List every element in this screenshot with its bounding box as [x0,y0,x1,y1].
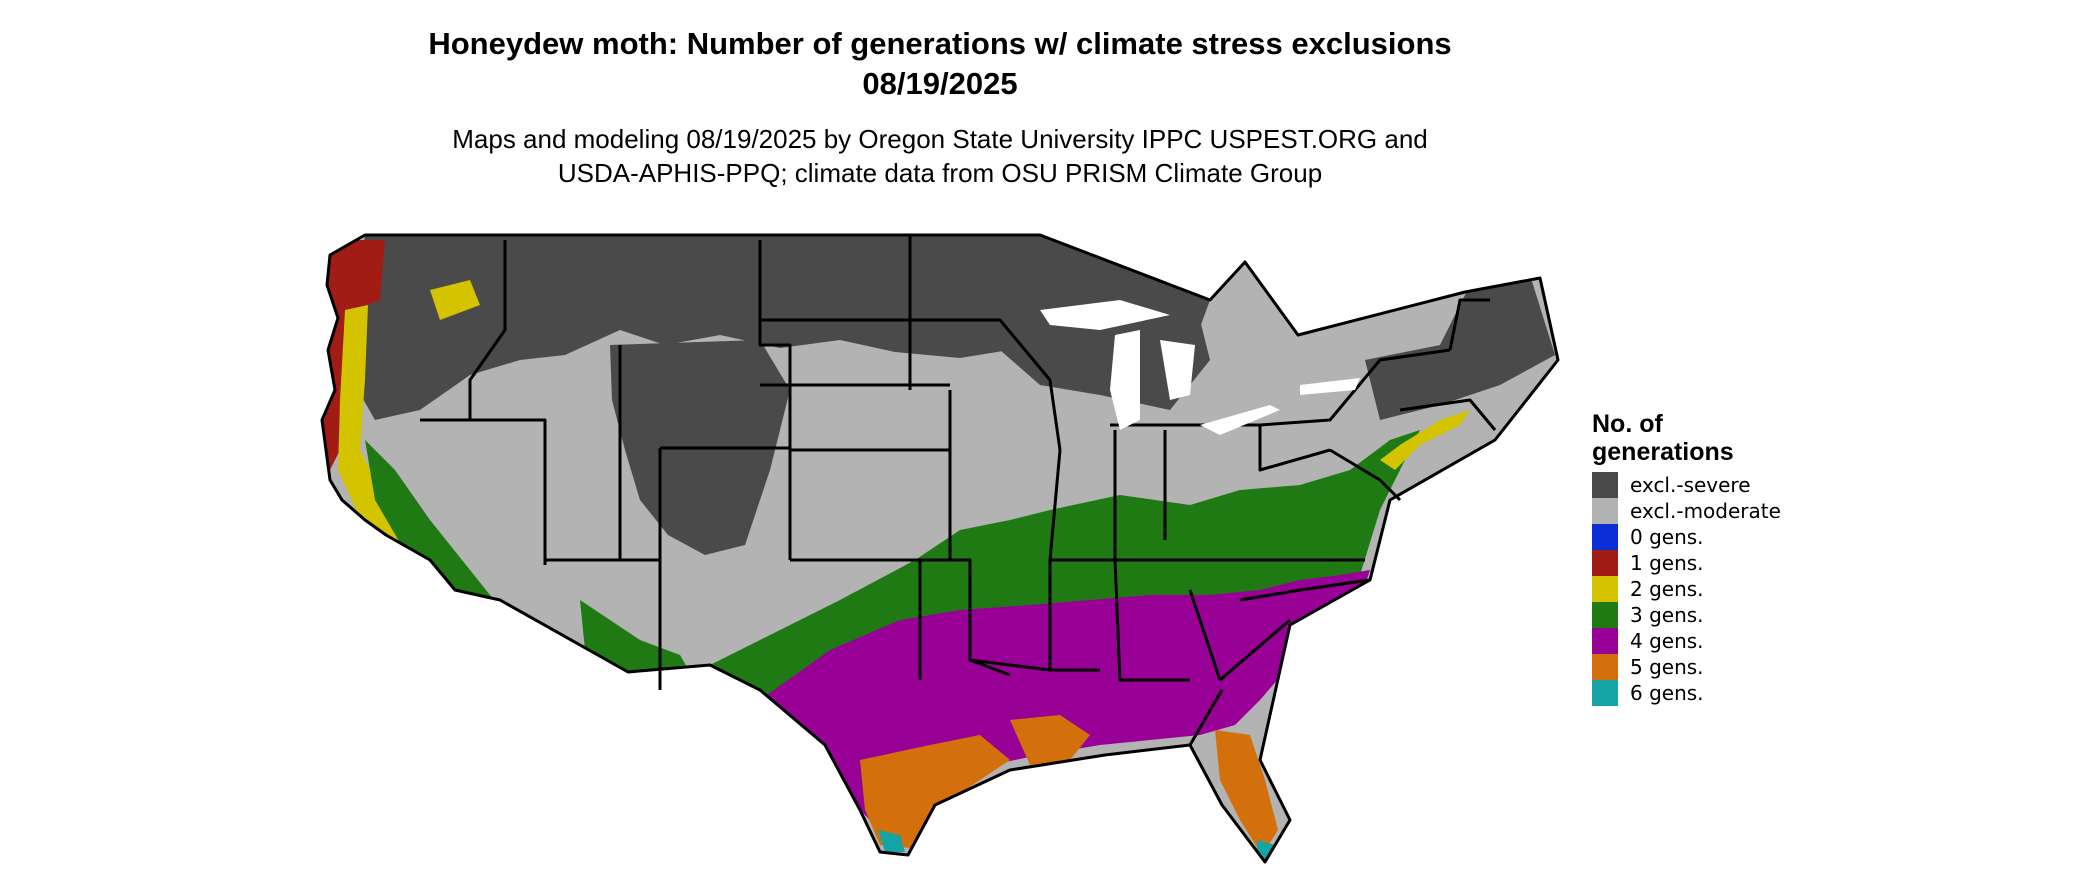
map-credit-line-2: USDA-APHIS-PPQ; climate data from OSU PR… [557,158,1323,188]
lake-superior [1040,300,1170,330]
legend-label: 6 gens. [1630,681,1704,705]
legend-item: 1 gens. [1592,550,1792,576]
legend-item: 4 gens. [1592,628,1792,654]
swatch-dark-gray [1592,472,1618,498]
region-4-gen-gulf [700,570,1370,820]
legend-label: 1 gens. [1630,551,1704,575]
legend-item: excl.-moderate [1592,498,1792,524]
legend-item: 5 gens. [1592,654,1792,680]
legend-item: 3 gens. [1592,602,1792,628]
lake-ontario [1300,378,1360,395]
region-5-gen-florida [1215,730,1278,855]
map-credit-line-1: Maps and modeling 08/19/2025 by Oregon S… [452,124,1428,154]
legend-item: 0 gens. [1592,524,1792,550]
map-legend: No. of generations excl.-severe excl.-mod… [1592,410,1792,706]
lake-michigan [1110,330,1140,430]
legend-title: No. of generations [1592,410,1734,466]
region-6-gen-south-texas [878,830,905,852]
legend-label: 5 gens. [1630,655,1704,679]
legend-label: excl.-moderate [1630,499,1781,523]
swatch-purple [1592,628,1618,654]
region-2-gen-idaho [430,280,480,320]
legend-item: 2 gens. [1592,576,1792,602]
legend-label: 3 gens. [1630,603,1704,627]
region-1-gen-coast [322,240,385,470]
region-2-gen-mid-atlantic [1380,410,1470,470]
legend-items: excl.-severe excl.-moderate 0 gens. 1 gens.… [1592,472,1792,706]
region-excl-severe-north [355,235,1210,420]
legend-item: 6 gens. [1592,680,1792,706]
swatch-teal [1592,680,1618,706]
swatch-green [1592,602,1618,628]
state-borders [320,233,1560,864]
legend-label: excl.-severe [1630,473,1751,497]
region-5-gen-texas [860,735,1010,848]
swatch-yellow [1592,576,1618,602]
map-title: Honeydew moth: Number of generations w/ … [428,26,1452,61]
map-date: 08/19/2025 [862,66,1018,101]
swatch-light-gray [1592,498,1618,524]
swatch-orange [1592,654,1618,680]
region-excl-severe-northeast [1365,275,1555,420]
legend-label: 4 gens. [1630,629,1704,653]
swatch-blue [1592,524,1618,550]
great-lakes [1040,300,1360,435]
lake-huron [1160,340,1195,400]
lake-erie [1200,405,1280,435]
region-5-gen-louisiana [1010,715,1090,765]
legend-item: excl.-severe [1592,472,1792,498]
legend-label: 2 gens. [1630,577,1704,601]
swatch-red [1592,550,1618,576]
legend-label: 0 gens. [1630,525,1704,549]
